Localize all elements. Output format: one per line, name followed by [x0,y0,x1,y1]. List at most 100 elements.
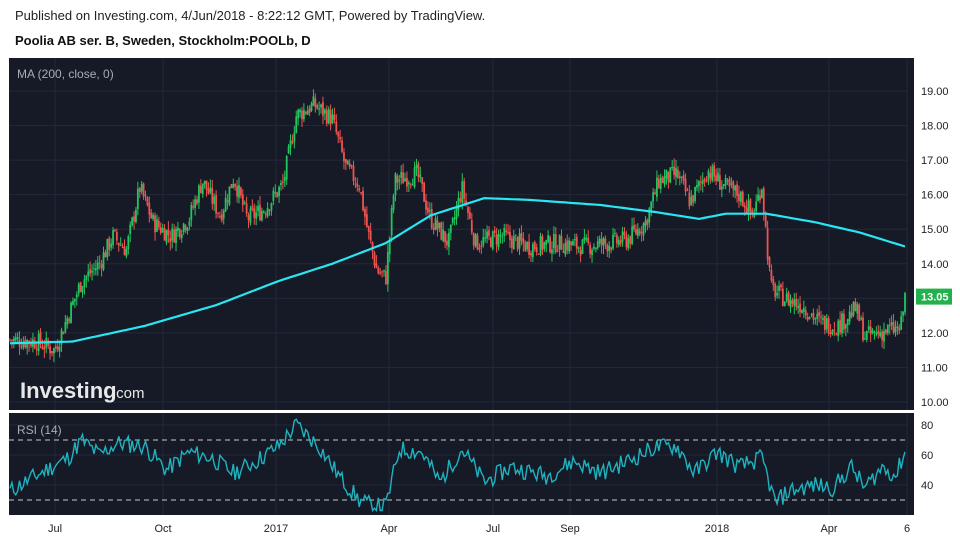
candle-body [39,331,42,345]
candle-body [272,190,275,201]
candle-body [589,245,592,254]
candle-body [135,209,137,223]
candle-body [478,247,481,249]
candle-body [585,237,588,240]
candle-body [650,201,653,211]
candle-body [791,300,794,304]
candle-body [635,229,637,234]
candle-body [644,220,647,226]
candle-body [432,227,435,230]
candle-body [146,196,149,206]
candle-body [736,184,738,196]
ma-indicator-label[interactable]: MA (200, close, 0) [17,67,114,81]
time-axis[interactable]: Jul Oct 2017 Apr Jul Sep 2018 Apr 6 [48,523,910,535]
candle-body [329,110,332,125]
price-tick-label: 19.00 [921,86,949,98]
candle-body [663,176,666,185]
candle-body [217,212,219,214]
candle-body [768,257,771,268]
candle-body [619,240,622,244]
candle-body [428,210,431,212]
candle-body [472,233,475,246]
candle-body [184,225,187,231]
price-tick-label: 16.00 [921,190,949,202]
candle-body [448,232,450,248]
candle-body [211,187,214,204]
candle-body [270,203,273,211]
candle-body [264,213,267,215]
candle-body [325,110,328,124]
candle-body [848,311,851,322]
candle-body [886,325,889,334]
candle-body [703,178,706,182]
candle-body [171,228,174,241]
candle-body [844,324,847,329]
candle-body [860,318,863,320]
price-tick-label: 11.00 [921,362,948,374]
candle-body [419,174,422,178]
candle-body [503,228,506,236]
candle-body [885,329,887,334]
candle-body [799,303,801,313]
candle-body [713,165,716,177]
candle-body [79,282,82,292]
candle-body [520,233,523,241]
candle-body [675,167,677,177]
candle-body [507,231,509,233]
candle-body [375,263,378,269]
candle-body [541,236,544,250]
candle-body [276,192,279,197]
candle-body [806,317,809,320]
candle-body [310,103,313,111]
candle-body [434,218,437,230]
candle-body [220,214,223,221]
candle-body [715,175,717,181]
candle-body [797,305,800,308]
published-info: Published on Investing.com, 4/Jun/2018 -… [15,8,486,23]
candle-body [241,194,244,206]
investing-watermark: Investing .com [20,378,145,403]
candle-body [293,133,296,142]
candle-body [530,253,532,256]
candle-body [9,339,11,341]
candle-body [442,229,445,242]
candle-body [904,293,906,313]
candle-body [260,210,263,221]
candle-body [564,242,567,255]
price-tick-label: 10.00 [921,397,949,409]
price-axis[interactable]: 10.0011.0012.0013.0014.0015.0016.0017.00… [921,86,949,409]
candle-body [593,246,595,249]
candle-body [377,267,380,274]
candle-body [854,301,857,311]
candle-body [411,184,414,186]
candle-body [505,230,508,233]
candle-body [724,177,727,186]
candle-body [228,186,231,205]
candle-body [476,235,479,250]
candle-body [656,177,658,197]
candle-body [591,249,593,255]
candle-body [835,333,838,335]
candle-body [56,346,59,350]
candle-body [617,239,620,246]
candle-body [501,236,504,238]
candle-body [833,329,836,331]
pane-divider[interactable] [9,410,914,413]
candle-body [825,318,828,329]
candle-body [33,340,36,349]
rsi-indicator-label[interactable]: RSI (14) [17,423,62,437]
candle-body [608,245,611,252]
candle-body [602,238,605,246]
candle-body [667,171,670,182]
price-tick-label: 14.00 [921,259,949,271]
rsi-axis[interactable]: 40 60 80 [921,420,933,492]
candle-body [600,239,603,246]
candle-body [888,324,891,327]
candle-body [877,330,880,335]
candle-body [682,175,685,181]
candle-body [539,235,542,255]
candle-body [379,272,382,274]
candle-body [802,307,805,312]
candle-body [770,269,773,281]
